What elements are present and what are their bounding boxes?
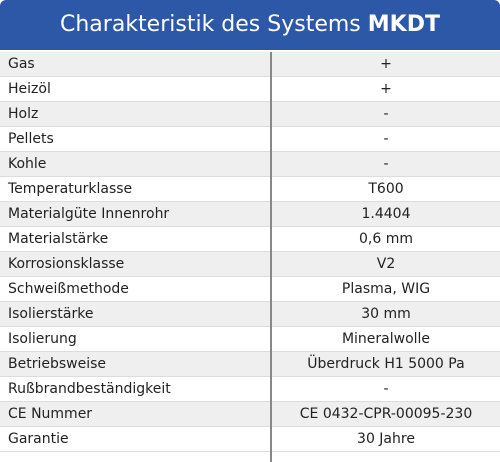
property-value: - xyxy=(383,131,389,147)
table-row: Isolierung Mineralwolle xyxy=(0,327,500,352)
property-label: Isolierstärke xyxy=(8,306,94,322)
property-label: Rußbrandbeständigkeit xyxy=(8,381,171,397)
table-row: Schweißmethode Plasma, WIG xyxy=(0,277,500,302)
property-value: Überdruck H1 5000 Pa xyxy=(307,356,465,372)
property-value: 1.4404 xyxy=(361,206,411,222)
property-value: Mineralwolle xyxy=(341,331,431,347)
property-label: Gas xyxy=(8,56,35,72)
property-value: Plasma, WIG xyxy=(341,281,431,297)
table-row: Korrosionsklasse V2 xyxy=(0,252,500,277)
table-row: Betriebsweise Überdruck H1 5000 Pa xyxy=(0,352,500,377)
property-label: Schweißmethode xyxy=(8,281,129,297)
property-value: - xyxy=(383,381,389,397)
table-row: Gas + xyxy=(0,52,500,77)
property-label: Garantie xyxy=(8,431,69,447)
table-row: Garantie 30 Jahre xyxy=(0,427,500,452)
property-label: Temperaturklasse xyxy=(8,181,133,197)
property-label: Holz xyxy=(8,106,39,122)
table-row: Rußbrandbeständigkeit - xyxy=(0,377,500,402)
table-row: Materialgüte Innenrohr 1.4404 xyxy=(0,202,500,227)
table-row: Kohle - xyxy=(0,152,500,177)
property-value: CE 0432-CPR-00095-230 xyxy=(299,406,473,422)
table-row: CE Nummer CE 0432-CPR-00095-230 xyxy=(0,402,500,427)
property-value: - xyxy=(383,156,389,172)
header-title: Charakteristik des Systems xyxy=(60,12,361,37)
property-label: Kohle xyxy=(8,156,47,172)
table-row: Materialstärke 0,6 mm xyxy=(0,227,500,252)
property-value: T600 xyxy=(368,181,404,197)
property-value: + xyxy=(380,81,392,97)
property-label: Heizöl xyxy=(8,81,51,97)
property-value: 30 mm xyxy=(361,306,411,322)
property-value: - xyxy=(383,106,389,122)
property-value: 0,6 mm xyxy=(359,231,413,247)
table-header: Charakteristik des Systems MKDT xyxy=(0,0,500,50)
table-body: Gas + Heizöl + Holz - Pellets - Kohle - Temperatur… xyxy=(0,52,500,452)
property-label: Isolierung xyxy=(8,331,77,347)
property-value: V2 xyxy=(376,256,396,272)
property-label: CE Nummer xyxy=(8,406,93,422)
table-row: Isolierstärke 30 mm xyxy=(0,302,500,327)
table-row: Pellets - xyxy=(0,127,500,152)
header-title-bold: MKDT xyxy=(367,12,440,37)
column-divider xyxy=(270,52,272,462)
property-label: Pellets xyxy=(8,131,54,147)
table-row: Holz - xyxy=(0,102,500,127)
property-label: Betriebsweise xyxy=(8,356,107,372)
property-label: Materialstärke xyxy=(8,231,109,247)
property-value: 30 Jahre xyxy=(357,431,415,447)
property-value: + xyxy=(380,56,392,72)
property-label: Materialgüte Innenrohr xyxy=(8,206,170,222)
table-row: Heizöl + xyxy=(0,77,500,102)
property-label: Korrosionsklasse xyxy=(8,256,125,272)
table-row: Temperaturklasse T600 xyxy=(0,177,500,202)
